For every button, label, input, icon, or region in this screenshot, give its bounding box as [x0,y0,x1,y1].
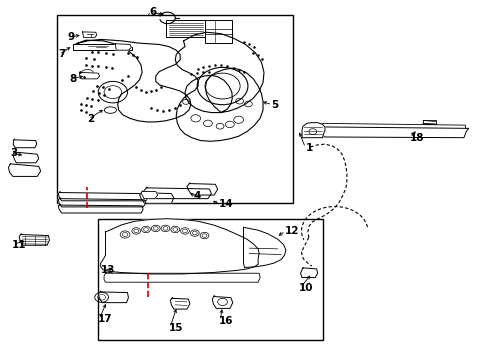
Text: 16: 16 [219,316,233,325]
Text: 2: 2 [87,114,95,124]
Text: 7: 7 [58,49,65,59]
Text: 8: 8 [69,73,76,84]
Polygon shape [13,152,39,163]
Polygon shape [104,273,260,282]
Polygon shape [141,191,158,199]
Text: 12: 12 [284,226,298,236]
Text: 13: 13 [101,265,115,275]
Polygon shape [175,32,264,141]
Text: 3: 3 [10,148,18,158]
Text: 15: 15 [168,323,183,333]
Polygon shape [115,44,131,50]
Bar [166,21,205,37]
Polygon shape [170,298,189,309]
Polygon shape [98,291,128,303]
Polygon shape [58,204,143,213]
Polygon shape [140,192,173,203]
Polygon shape [243,227,285,267]
Bar [57,15,293,203]
Bar [204,21,232,43]
Polygon shape [300,268,317,278]
Polygon shape [302,123,325,138]
Text: 6: 6 [149,7,156,17]
Polygon shape [144,187,211,199]
Bar [98,220,322,339]
Polygon shape [58,198,146,207]
Polygon shape [58,192,148,201]
Text: 11: 11 [11,239,26,249]
Text: 9: 9 [67,32,75,42]
Polygon shape [19,234,49,245]
Polygon shape [76,40,190,122]
Polygon shape [186,183,217,195]
Text: 10: 10 [299,283,313,293]
Polygon shape [13,139,37,148]
Polygon shape [80,72,100,79]
Text: 5: 5 [271,100,278,110]
Text: 17: 17 [98,314,113,324]
Text: 1: 1 [305,143,312,153]
Text: 4: 4 [193,191,200,201]
Polygon shape [73,44,132,50]
Polygon shape [101,219,259,274]
Text: 14: 14 [219,199,233,210]
Polygon shape [321,127,468,138]
Text: 18: 18 [408,133,423,143]
Bar [422,120,435,124]
Polygon shape [82,32,97,38]
Polygon shape [212,296,232,309]
Polygon shape [8,163,41,176]
